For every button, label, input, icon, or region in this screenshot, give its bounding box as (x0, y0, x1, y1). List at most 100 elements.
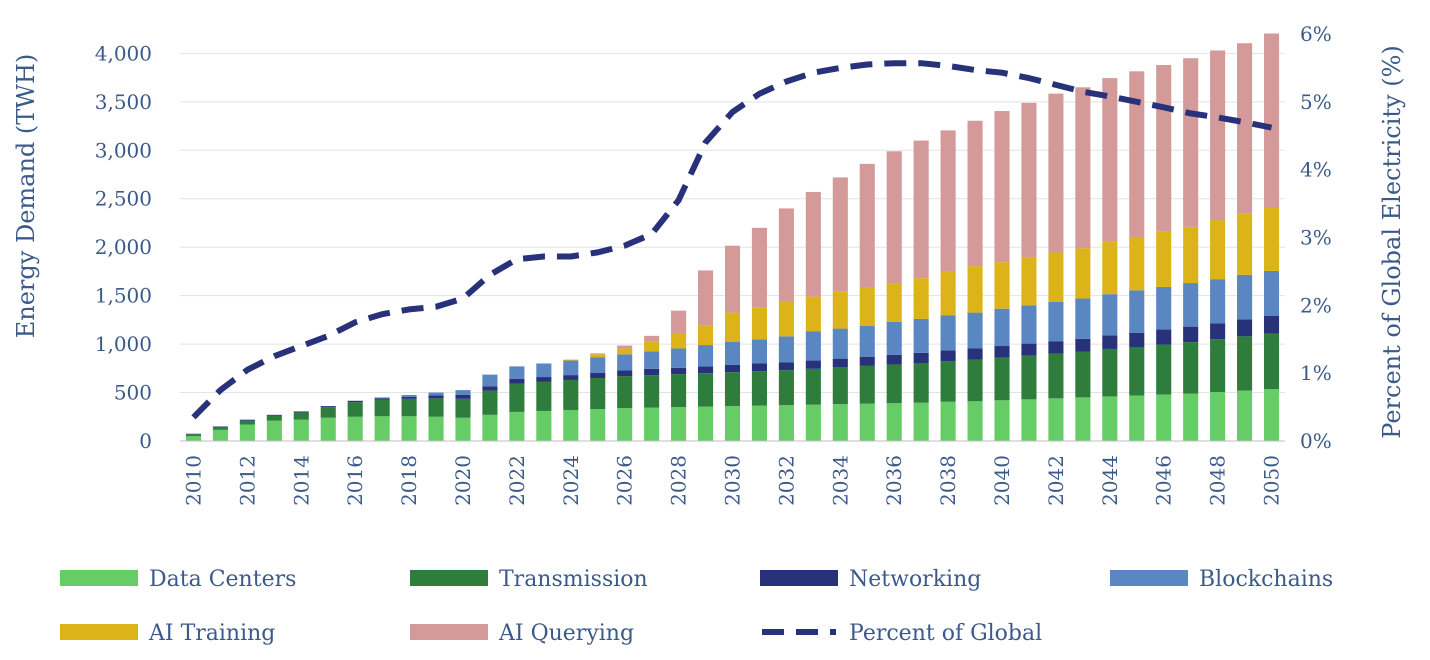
bar-segment (1183, 393, 1199, 441)
bar-segment (913, 352, 929, 363)
bar-segment (967, 312, 983, 349)
bar-segment (347, 402, 363, 417)
bar-segment (724, 341, 741, 365)
bar-segment (590, 353, 606, 355)
bar-segment (1129, 290, 1145, 333)
bar-segment (698, 345, 714, 367)
bar-segment (1102, 78, 1118, 242)
bar-segment (886, 321, 902, 355)
bar-segment (671, 374, 687, 408)
x-tick-label: 2018 (397, 455, 421, 506)
bar-segment (1263, 389, 1280, 441)
y2-tick-label: 5% (1300, 90, 1332, 114)
bar-segment (1075, 87, 1091, 249)
bar-segment (805, 360, 821, 369)
bar-segment (1048, 252, 1064, 302)
bar-segment (671, 348, 687, 368)
bar-segment (266, 414, 282, 416)
bar-segment (967, 359, 983, 402)
y-axis-title: Energy Demand (TWH) (12, 54, 40, 339)
x-tick-label: 2024 (559, 455, 583, 506)
bar-segment (832, 177, 848, 292)
bar-segment (751, 405, 767, 441)
legend-item: AI Training (60, 621, 275, 646)
legend-item: Transmission (410, 567, 648, 592)
bar-segment (778, 336, 794, 363)
bar-segment (994, 346, 1010, 358)
bar-segment (1210, 50, 1226, 221)
bar-segment (832, 367, 848, 405)
bar-segment (967, 266, 983, 313)
bar-segment (293, 411, 309, 413)
bar-segment (886, 151, 902, 284)
x-tick-label: 2046 (1152, 455, 1176, 506)
bar-segment (401, 398, 417, 417)
bar-segment (751, 227, 767, 308)
bar-segment (644, 368, 660, 376)
x-tick-label: 2040 (990, 455, 1014, 506)
bar-segment (1021, 399, 1037, 441)
legend-item: Data Centers (60, 567, 296, 592)
bar-segment (913, 318, 929, 353)
bar-segment (1183, 226, 1199, 284)
bar-segment (482, 386, 498, 391)
legend-label: AI Training (148, 621, 275, 646)
bar-segment (1210, 220, 1226, 280)
bar-segment (832, 404, 848, 441)
bar-segment (940, 350, 956, 362)
bar-segment (805, 404, 821, 441)
bar-segment (859, 356, 875, 366)
bar-segment (1263, 207, 1280, 271)
bar-segment (1102, 396, 1118, 441)
bar-segment (212, 426, 228, 430)
bar-segment (1075, 248, 1091, 299)
bar-segment (266, 420, 282, 441)
bar-segment (913, 362, 929, 403)
bar-segment (832, 291, 848, 329)
bar-segment (617, 345, 633, 349)
bar-segment (347, 400, 363, 403)
legend-swatch (60, 570, 138, 586)
bar-segment (886, 283, 902, 322)
bar-segment (1156, 329, 1172, 345)
bar-segment (617, 376, 633, 409)
bar-segment (1237, 213, 1253, 275)
y-tick-label: 4,000 (95, 41, 152, 65)
bar-segment (751, 363, 767, 372)
bar-segment (778, 370, 794, 406)
bar-segment (1237, 319, 1253, 337)
bar-segment (994, 400, 1010, 441)
bar-segment (185, 434, 202, 437)
bar-segment (1102, 335, 1118, 349)
x-tick-label: 2010 (181, 455, 205, 506)
bar-segment (293, 419, 309, 441)
bar-segment (1183, 58, 1199, 227)
bar-segment (563, 360, 579, 376)
bar-segment (859, 325, 875, 357)
bar-segment (320, 417, 336, 441)
bar-segment (428, 416, 444, 441)
bar-segment (805, 296, 821, 332)
bar-segment (482, 374, 498, 387)
y2-tick-label: 1% (1300, 361, 1332, 385)
bar-segment (671, 407, 687, 441)
x-tick-label: 2038 (936, 455, 960, 506)
bar-segment (1263, 333, 1280, 390)
x-tick-label: 2022 (505, 455, 529, 506)
bar-segment (374, 398, 390, 400)
y-tick-label: 3,000 (95, 138, 152, 162)
bar-segment (1263, 270, 1280, 316)
y2-tick-label: 4% (1300, 158, 1332, 182)
bar-segment (751, 339, 767, 364)
legend-label: Percent of Global (849, 621, 1042, 646)
bar-segment (239, 424, 255, 441)
bar-segment (724, 406, 741, 441)
bar-segment (967, 120, 983, 267)
legend-swatch (1110, 570, 1188, 586)
bar-segment (1129, 71, 1145, 238)
bar-segment (805, 191, 821, 297)
bar-segment (698, 325, 714, 346)
x-tick-label: 2048 (1206, 455, 1230, 506)
bar-segment (320, 407, 336, 418)
